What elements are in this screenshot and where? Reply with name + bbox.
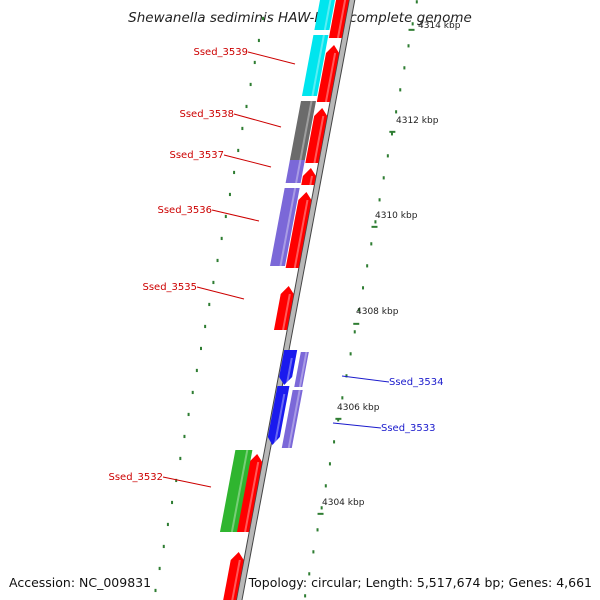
- tick-rings: [154, 0, 418, 598]
- cds-forward-arrow-body: [328, 0, 350, 38]
- blue-feature-body: [267, 386, 290, 445]
- cyan-feature-body: [301, 35, 329, 96]
- gene-name: Ssed_3535: [142, 282, 197, 293]
- slate-feature: [285, 159, 305, 184]
- slate-feature: [269, 187, 300, 267]
- slate-feature: [294, 351, 309, 388]
- cds-forward-arrow-highlight: [282, 293, 291, 331]
- gene-name: Ssed_3539: [193, 47, 248, 58]
- gene-label-ssed-3537: Ssed_3537: [169, 150, 272, 168]
- grey-feature-body: [289, 101, 317, 160]
- map-title: Shewanella sediminis HAW-EB3, complete g…: [128, 10, 472, 26]
- cds-forward-arrow-body: [305, 108, 328, 163]
- slate-feature-body: [281, 390, 303, 448]
- cds-forward-arrow-highlight: [309, 175, 313, 186]
- grey-feature-highlight: [299, 100, 313, 161]
- cds-forward-arrow-highlight: [244, 461, 260, 533]
- gene-leader-line: [211, 209, 260, 222]
- backbone-group: [235, 0, 356, 600]
- scale-label: 4306 kbp: [337, 403, 380, 413]
- gene-name: Ssed_3532: [108, 472, 163, 483]
- cds-forward-arrow-highlight: [293, 199, 309, 269]
- slate-feature-highlight: [287, 389, 301, 449]
- gene-label-ssed-3536: Ssed_3536: [157, 205, 260, 222]
- scale-label: 4312 kbp: [396, 116, 439, 126]
- slate-feature-body: [285, 160, 305, 183]
- gene-leader-line: [223, 154, 272, 168]
- slate-feature: [281, 389, 303, 449]
- gene-label-ssed-3533: Ssed_3533: [332, 422, 436, 434]
- cyan-feature: [301, 34, 329, 97]
- gene-name: Ssed_3537: [169, 150, 224, 161]
- cds-forward-arrow-highlight: [324, 52, 337, 103]
- slate-feature-body: [269, 188, 300, 266]
- blue-feature-highlight: [285, 357, 293, 386]
- slate-feature-highlight: [279, 187, 297, 267]
- backbone-line: [236, 0, 355, 600]
- cyan-feature-body: [314, 0, 335, 30]
- cds-forward-arrow-body: [285, 192, 312, 268]
- cds-forward-arrow: [328, 0, 350, 39]
- gene-leader-line: [162, 476, 212, 488]
- gene-leader-line: [332, 422, 382, 429]
- gene-leader-line: [247, 51, 296, 65]
- blue-feature-body: [279, 350, 298, 385]
- green-feature-body: [219, 450, 253, 532]
- cds-forward-arrow-body: [273, 286, 294, 330]
- gene-label-ssed-3534: Ssed_3534: [341, 375, 444, 388]
- blue-feature-highlight: [273, 393, 286, 446]
- grey-feature: [289, 100, 317, 161]
- gene-leader-line: [233, 113, 282, 128]
- cyan-feature-highlight: [323, 0, 332, 31]
- green-feature: [219, 449, 253, 533]
- accession-label: Accession: NC_009831: [9, 575, 152, 590]
- blue-feature: [279, 350, 298, 386]
- gene-leader-line: [196, 286, 245, 300]
- slate-feature-body: [294, 352, 309, 387]
- gene-name: Ssed_3536: [157, 205, 212, 216]
- gene-leader-line: [341, 375, 390, 383]
- scale-label: 4310 kbp: [375, 211, 418, 221]
- cds-forward-arrow-body: [223, 552, 244, 600]
- cds-forward-arrow-highlight: [231, 559, 241, 600]
- cds-forward-arrow: [316, 45, 340, 103]
- slate-feature-highlight: [295, 159, 302, 184]
- cds-forward-arrow-highlight: [313, 115, 325, 164]
- gene-name: Ssed_3538: [179, 109, 234, 120]
- cds-forward-arrow: [285, 192, 312, 269]
- cds-forward-arrow: [223, 552, 244, 600]
- slate-feature-highlight: [298, 351, 308, 388]
- cds-forward-arrow-highlight: [336, 0, 347, 39]
- scale-label: 4314 kbp: [418, 21, 461, 31]
- cyan-feature: [314, 0, 335, 31]
- cds-forward-arrow: [301, 168, 316, 186]
- cds-forward-arrow: [235, 454, 263, 533]
- gene-name: Ssed_3534: [389, 377, 444, 388]
- gene-name: Ssed_3533: [381, 423, 436, 434]
- cds-forward-arrow-body: [301, 168, 316, 185]
- gene-label-ssed-3539: Ssed_3539: [193, 47, 296, 65]
- scale-label: 4308 kbp: [356, 307, 399, 317]
- gene-label-ssed-3532: Ssed_3532: [108, 472, 212, 488]
- blue-feature: [267, 386, 290, 446]
- scale-label: 4304 kbp: [322, 498, 365, 508]
- cds-forward-arrow: [273, 286, 294, 331]
- gene-label-ssed-3535: Ssed_3535: [142, 282, 245, 300]
- cds-forward-arrow-body: [316, 45, 340, 102]
- topology-summary: Topology: circular; Length: 5,517,674 bp…: [248, 575, 592, 590]
- green-feature-highlight: [230, 449, 249, 533]
- cds-forward-arrow-body: [235, 454, 263, 532]
- cds-forward-arrow: [305, 108, 328, 164]
- gene-label-ssed-3538: Ssed_3538: [179, 109, 282, 128]
- cyan-feature-highlight: [311, 34, 325, 97]
